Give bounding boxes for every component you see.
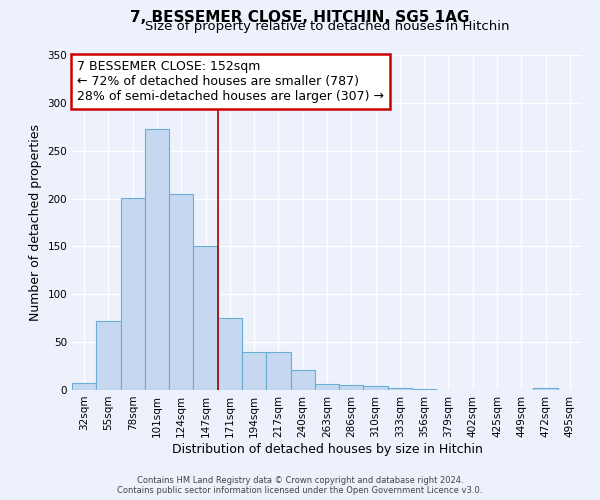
- Bar: [96, 321, 121, 390]
- Bar: [290, 370, 315, 390]
- Bar: [339, 385, 364, 390]
- Bar: [412, 389, 436, 390]
- Bar: [218, 318, 242, 390]
- Text: 7 BESSEMER CLOSE: 152sqm
← 72% of detached houses are smaller (787)
28% of semi-: 7 BESSEMER CLOSE: 152sqm ← 72% of detach…: [77, 60, 384, 103]
- Bar: [169, 194, 193, 390]
- Title: Size of property relative to detached houses in Hitchin: Size of property relative to detached ho…: [145, 20, 509, 33]
- Bar: [533, 388, 558, 390]
- Bar: [242, 352, 266, 390]
- Bar: [388, 388, 412, 390]
- Bar: [121, 198, 145, 390]
- Bar: [364, 386, 388, 390]
- Bar: [72, 384, 96, 390]
- Y-axis label: Number of detached properties: Number of detached properties: [29, 124, 42, 321]
- Bar: [193, 246, 218, 390]
- Bar: [145, 128, 169, 390]
- Bar: [315, 384, 339, 390]
- Bar: [266, 352, 290, 390]
- Text: Contains HM Land Registry data © Crown copyright and database right 2024.
Contai: Contains HM Land Registry data © Crown c…: [118, 476, 482, 495]
- X-axis label: Distribution of detached houses by size in Hitchin: Distribution of detached houses by size …: [172, 442, 482, 456]
- Text: 7, BESSEMER CLOSE, HITCHIN, SG5 1AG: 7, BESSEMER CLOSE, HITCHIN, SG5 1AG: [130, 10, 470, 25]
